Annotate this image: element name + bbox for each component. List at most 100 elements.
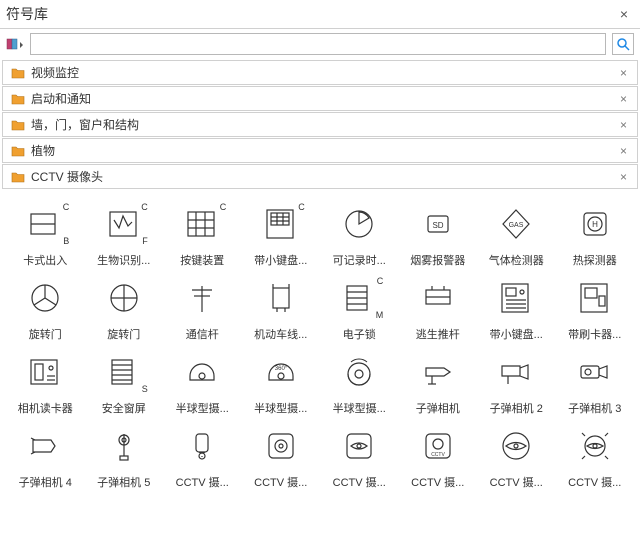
symbol-label: CCTV 摄... — [176, 474, 229, 490]
corner-tr: C — [298, 202, 305, 212]
symbol-item[interactable]: 子弹相机 2 — [479, 350, 554, 416]
search-button[interactable] — [612, 33, 634, 55]
symbol-icon — [337, 424, 381, 468]
panel-title: 符号库 — [6, 4, 48, 24]
category-row[interactable]: 墙，门，窗户和结构 × — [2, 112, 638, 137]
category-close-icon[interactable]: × — [618, 170, 629, 184]
symbol-item[interactable]: 带小键盘... — [479, 276, 554, 342]
symbol-icon — [573, 424, 617, 468]
symbol-item[interactable]: CF生物识别... — [87, 202, 162, 268]
symbol-item[interactable]: SD烟雾报警器 — [401, 202, 476, 268]
symbol-item[interactable]: CCTV 摄... — [479, 424, 554, 490]
symbol-library-panel: 符号库 × 视频监控 × — [0, 0, 640, 498]
symbol-icon — [180, 350, 224, 394]
symbol-item[interactable]: CCTV 摄... — [322, 424, 397, 490]
symbol-item[interactable]: 旋转门 — [87, 276, 162, 342]
symbol-label: 半球型摄... — [176, 400, 229, 416]
symbol-item[interactable]: 逃生推杆 — [401, 276, 476, 342]
corner-tr: C — [377, 276, 384, 286]
symbol-item[interactable]: CCTV 摄... — [165, 424, 240, 490]
corner-br: S — [142, 384, 148, 394]
symbol-icon — [416, 276, 460, 320]
symbol-icon — [180, 276, 224, 320]
category-close-icon[interactable]: × — [618, 66, 629, 80]
corner-br: M — [376, 310, 384, 320]
symbol-label: 安全窗屏 — [102, 400, 146, 416]
symbol-label: 电子锁 — [343, 326, 376, 342]
symbol-icon: CF — [102, 202, 146, 246]
symbol-item[interactable]: 子弹相机 3 — [558, 350, 633, 416]
symbol-item[interactable]: 子弹相机 4 — [8, 424, 83, 490]
symbol-label: 带刷卡器... — [568, 326, 621, 342]
symbol-icon — [337, 350, 381, 394]
symbol-label: 半球型摄... — [254, 400, 307, 416]
symbol-item[interactable]: 子弹相机 5 — [87, 424, 162, 490]
symbol-item[interactable]: 带刷卡器... — [558, 276, 633, 342]
category-list: 视频监控 × 启动和通知 × 墙，门，窗户和结构 × 植物 × — [0, 60, 640, 189]
category-row[interactable]: 植物 × — [2, 138, 638, 163]
symbol-item[interactable]: CB卡式出入 — [8, 202, 83, 268]
symbol-label: 子弹相机 3 — [568, 400, 621, 416]
symbol-item[interactable]: 360° 半球型摄... — [244, 350, 319, 416]
symbol-icon: CM — [337, 276, 381, 320]
category-close-icon[interactable]: × — [618, 144, 629, 158]
symbol-item[interactable]: S 安全窗屏 — [87, 350, 162, 416]
symbol-item[interactable]: 相机读卡器 — [8, 350, 83, 416]
symbol-icon: S — [102, 350, 146, 394]
symbol-item[interactable]: CCTV 摄... — [244, 424, 319, 490]
category-row[interactable]: 启动和通知 × — [2, 86, 638, 111]
symbol-label: CCTV 摄... — [411, 474, 464, 490]
category-close-icon[interactable]: × — [618, 118, 629, 132]
symbol-item[interactable]: C 带小键盘... — [244, 202, 319, 268]
library-dropdown-icon[interactable] — [6, 36, 24, 52]
corner-tr: C — [63, 202, 70, 212]
symbol-icon — [573, 276, 617, 320]
corner-br: B — [63, 236, 69, 246]
symbol-item[interactable]: 可记录时... — [322, 202, 397, 268]
symbol-item[interactable]: C按键装置 — [165, 202, 240, 268]
symbol-label: 相机读卡器 — [18, 400, 73, 416]
symbol-icon: CB — [23, 202, 67, 246]
symbol-item[interactable]: CM电子锁 — [322, 276, 397, 342]
symbol-icon: GAS — [494, 202, 538, 246]
category-close-icon[interactable]: × — [618, 92, 629, 106]
symbol-icon: CCTV — [416, 424, 460, 468]
symbol-label: 旋转门 — [107, 326, 140, 342]
category-label: 植物 — [31, 142, 55, 159]
corner-tr: C — [141, 202, 148, 212]
symbol-item[interactable]: 半球型摄... — [165, 350, 240, 416]
category-row[interactable]: 视频监控 × — [2, 60, 638, 85]
symbol-item[interactable]: GAS 气体检测器 — [479, 202, 554, 268]
symbol-item[interactable]: 半球型摄... — [322, 350, 397, 416]
category-row[interactable]: CCTV 摄像头 × — [2, 164, 638, 189]
symbol-item[interactable]: 通信杆 — [165, 276, 240, 342]
symbol-icon: 360° — [259, 350, 303, 394]
symbol-label: CCTV 摄... — [490, 474, 543, 490]
symbol-item[interactable]: CCTV CCTV 摄... — [401, 424, 476, 490]
symbol-item[interactable]: CCTV 摄... — [558, 424, 633, 490]
symbol-icon — [259, 424, 303, 468]
titlebar: 符号库 × — [0, 0, 640, 29]
symbol-icon: C — [259, 202, 303, 246]
symbol-label: 带小键盘... — [254, 252, 307, 268]
symbol-label: 机动车线... — [254, 326, 307, 342]
symbol-item[interactable]: H 热探测器 — [558, 202, 633, 268]
symbol-item[interactable]: 机动车线... — [244, 276, 319, 342]
folder-icon — [11, 67, 25, 79]
close-icon[interactable]: × — [616, 6, 632, 22]
corner-br: F — [142, 236, 148, 246]
svg-text:H: H — [592, 220, 598, 229]
search-input[interactable] — [30, 33, 606, 55]
symbol-label: CCTV 摄... — [254, 474, 307, 490]
category-label: 启动和通知 — [31, 90, 91, 107]
symbol-icon — [23, 350, 67, 394]
symbol-item[interactable]: 旋转门 — [8, 276, 83, 342]
symbol-label: 热探测器 — [573, 252, 617, 268]
svg-text:SD: SD — [432, 221, 443, 230]
symbol-label: 旋转门 — [29, 326, 62, 342]
symbol-label: 气体检测器 — [489, 252, 544, 268]
symbol-item[interactable]: 子弹相机 — [401, 350, 476, 416]
symbol-grid: CB卡式出入CF生物识别...C按键装置C带小键盘...可记录时...SD烟雾报… — [0, 190, 640, 498]
symbol-icon — [573, 350, 617, 394]
svg-text:CCTV: CCTV — [431, 452, 445, 458]
